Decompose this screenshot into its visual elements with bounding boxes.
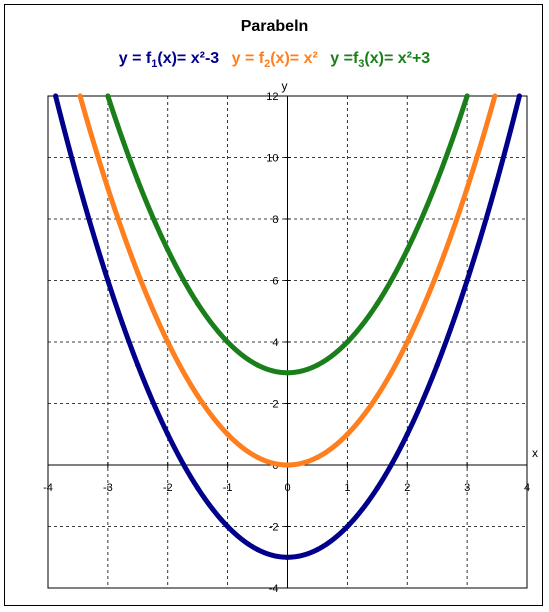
legend: y = f1(x)= x²-3 y = f2(x)= x² y =f3(x)= …: [0, 50, 549, 70]
data-point-f1: [225, 523, 231, 530]
x-tick-label: 4: [524, 482, 530, 494]
data-point-f1: [75, 177, 81, 184]
data-point-f3: [284, 370, 291, 376]
data-point-f1: [516, 93, 522, 99]
data-point-f1: [165, 431, 171, 437]
data-point-f2: [344, 431, 350, 437]
data-point-f1: [314, 546, 321, 553]
data-point-f2: [135, 270, 141, 276]
data-point-f2: [77, 93, 83, 99]
data-point-f2: [492, 93, 498, 99]
data-point-f2: [314, 454, 321, 460]
y-tick-label: 4: [272, 337, 278, 349]
data-point-f1: [284, 554, 291, 560]
data-point-f1: [254, 546, 261, 553]
data-point-f1: [105, 277, 111, 284]
x-tick-label: -2: [163, 482, 173, 494]
data-point-f1: [135, 362, 141, 368]
y-tick-label: 12: [266, 91, 278, 103]
data-point-f2: [374, 393, 380, 399]
y-tick-label: -2: [269, 522, 279, 534]
data-point-f3: [105, 93, 111, 99]
chart-title: Parabeln: [240, 18, 309, 35]
data-point-f3: [404, 247, 410, 253]
data-point-f3: [225, 339, 231, 345]
y-tick-label: 10: [266, 153, 278, 165]
x-tick-label: -4: [43, 482, 53, 494]
data-point-f2: [464, 185, 470, 191]
x-tick-label: 2: [404, 482, 410, 494]
data-point-f1: [344, 523, 350, 530]
x-tick-label: 1: [344, 482, 350, 494]
x-axis-label: x: [532, 446, 538, 460]
legend-entry-f1: y = f1(x)= x²-3: [118, 50, 220, 71]
legend-entry-f2: y = f2(x)= x²: [231, 50, 318, 71]
x-tick-label: 3: [464, 482, 470, 494]
data-point-f3: [135, 177, 141, 184]
data-point-f1: [494, 177, 500, 184]
data-point-f3: [344, 339, 350, 345]
data-point-f2: [165, 339, 171, 345]
data-point-f1: [464, 277, 470, 284]
data-point-f2: [434, 270, 440, 276]
data-point-f3: [254, 362, 261, 368]
data-point-f3: [464, 93, 470, 99]
data-point-f2: [225, 431, 231, 437]
data-point-f2: [284, 462, 291, 468]
chart-frame: [4, 4, 543, 606]
data-point-f3: [434, 177, 440, 184]
data-point-f1: [53, 93, 59, 99]
y-tick-label: 8: [272, 214, 278, 226]
data-point-f1: [434, 362, 440, 368]
data-point-f3: [314, 362, 321, 368]
data-point-f3: [195, 300, 201, 307]
y-tick-label: -4: [269, 583, 279, 595]
data-point-f2: [404, 339, 410, 345]
data-point-f1: [195, 485, 201, 491]
legend-entry-f3: y =f3(x)= x²+3: [330, 50, 431, 71]
y-tick-label: 6: [272, 276, 278, 288]
data-point-f3: [165, 247, 171, 253]
x-tick-label: -3: [103, 482, 113, 494]
data-point-f2: [105, 185, 111, 191]
data-point-f3: [374, 300, 380, 307]
y-tick-label: 2: [272, 399, 278, 411]
data-point-f2: [254, 454, 261, 460]
x-tick-label: -1: [223, 482, 233, 494]
data-point-f2: [195, 393, 201, 399]
data-point-f1: [374, 485, 380, 491]
y-axis-label: y: [282, 79, 288, 93]
data-point-f1: [404, 431, 410, 437]
x-tick-label: 0: [284, 482, 290, 494]
